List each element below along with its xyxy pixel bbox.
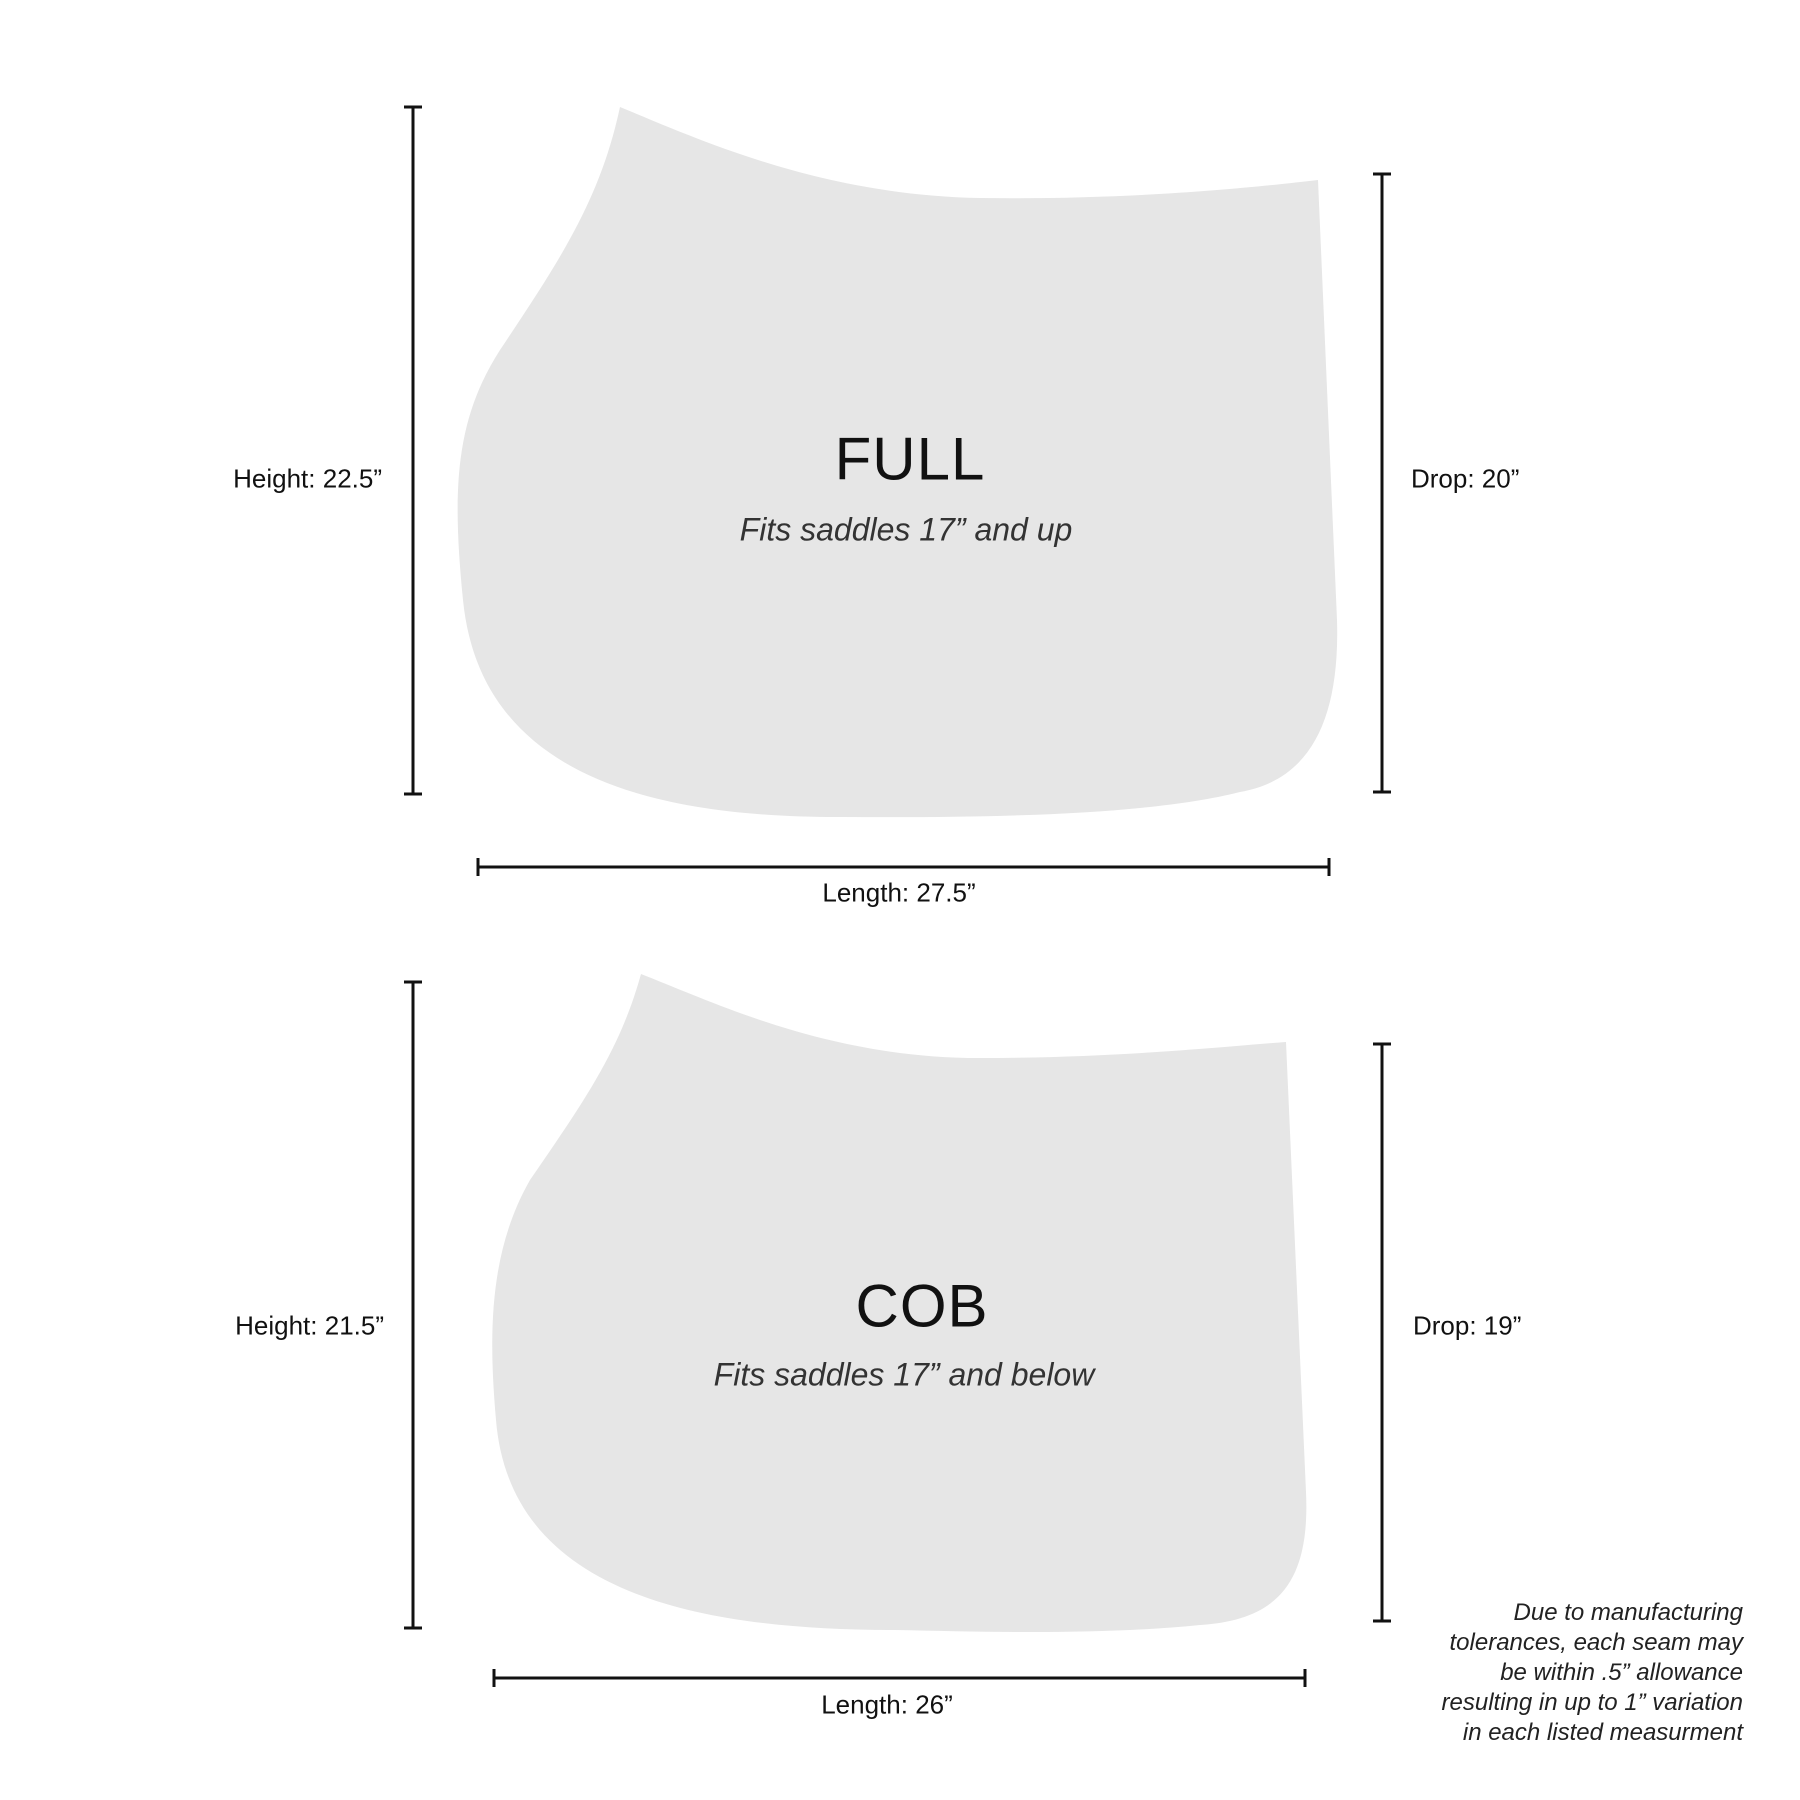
cob-drop-label: Drop: 19” [1413,1310,1522,1341]
cob-drop-dimension-line [1373,1042,1391,1623]
full-length-dimension-line [476,858,1331,876]
cob-length-label: Length: 26” [821,1689,953,1720]
full-pad-shape [457,107,1338,818]
cob-height-label: Height: 21.5” [235,1310,384,1341]
tolerance-note-line: tolerances, each seam may [1449,1629,1743,1656]
full-height-label: Height: 22.5” [233,463,382,494]
tolerance-note: Due to manufacturing tolerances, each se… [1442,1598,1744,1748]
tolerance-note-line: in each listed measurment [1462,1719,1743,1746]
cob-pad-shape [492,974,1307,1633]
full-drop-dimension-line [1373,172,1391,794]
tolerance-note-line: Due to manufacturing [1513,1599,1743,1626]
full-drop-label: Drop: 20” [1411,463,1520,494]
full-height-dimension-line [404,105,422,796]
tolerance-note-line: resulting in up to 1” variation [1441,1689,1744,1716]
cob-height-dimension-line [404,980,422,1630]
cob-size-subtitle: Fits saddles 17” and below [713,1356,1095,1393]
full-size-title: FULL [834,425,986,493]
cob-size-title: COB [855,1272,989,1340]
tolerance-note-line: be within .5” allowance [1500,1659,1743,1686]
full-size-subtitle: Fits saddles 17” and up [739,511,1073,548]
full-length-label: Length: 27.5” [822,877,976,908]
cob-length-dimension-line [492,1669,1307,1687]
